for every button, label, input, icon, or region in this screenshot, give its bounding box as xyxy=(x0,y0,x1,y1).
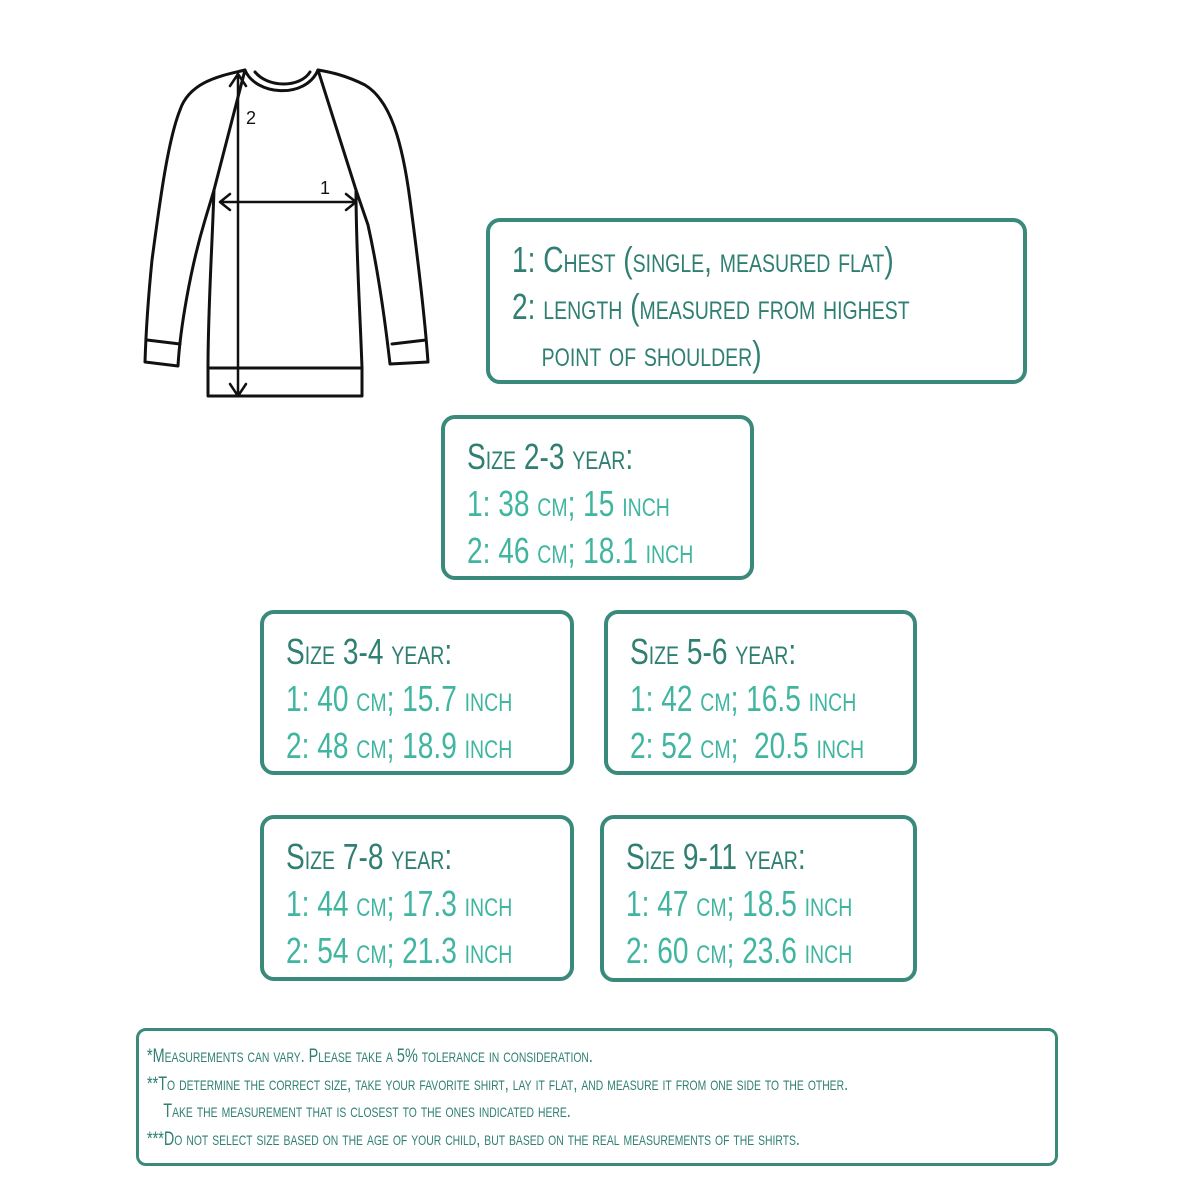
notes-box: *Measurements can vary. Please take a 5%… xyxy=(136,1028,1058,1166)
note-how-to-measure: **To determine the correct size, take yo… xyxy=(147,1072,849,1095)
note-age: ***Do not select size based on the age o… xyxy=(147,1127,800,1150)
size-length: 2: 54 cm; 21.3 inch xyxy=(286,930,513,971)
legend-length: 2: length (measured from highest xyxy=(512,286,910,327)
label-length: 2 xyxy=(246,108,256,128)
size-length: 2: 60 cm; 23.6 inch xyxy=(626,930,853,971)
label-chest: 1 xyxy=(320,178,330,198)
measure-line-chest xyxy=(218,192,358,212)
size-length: 2: 48 cm; 18.9 inch xyxy=(286,725,513,766)
cuffs-hem xyxy=(145,338,428,370)
size-chest: 1: 38 cm; 15 inch xyxy=(467,483,670,524)
size-title: Size 7-8 year: xyxy=(286,836,453,877)
size-chest: 1: 42 cm; 16.5 inch xyxy=(630,678,857,719)
size-chest: 1: 47 cm; 18.5 inch xyxy=(626,883,853,924)
note-how-to-measure-cont: Take the measurement that is closest to … xyxy=(163,1100,571,1122)
shirt-collar xyxy=(243,68,320,93)
size-length: 2: 46 cm; 18.1 inch xyxy=(467,530,694,571)
legend-length-cont: point of shoulder) xyxy=(541,333,762,374)
size-chest: 1: 44 cm; 17.3 inch xyxy=(286,883,513,924)
raglan-seams xyxy=(212,68,358,192)
legend-chest: 1: Chest (single, measured flat) xyxy=(512,239,894,280)
size-title: Size 5-6 year: xyxy=(630,631,797,672)
size-length: 2: 52 cm; 20.5 inch xyxy=(630,725,865,766)
size-title: Size 2-3 year: xyxy=(467,436,634,477)
note-tolerance: *Measurements can vary. Please take a 5%… xyxy=(147,1045,593,1067)
size-card-7-8: Size 7-8 year: 1: 44 cm; 17.3 inch 2: 54 c… xyxy=(260,815,574,981)
size-card-5-6: Size 5-6 year: 1: 42 cm; 16.5 inch 2: 52 c… xyxy=(604,610,917,775)
size-title: Size 9-11 year: xyxy=(626,836,806,877)
shirt-outline xyxy=(143,68,430,398)
size-title: Size 3-4 year: xyxy=(286,631,453,672)
measurement-legend: 1: Chest (single, measured flat) 2: leng… xyxy=(486,218,1027,384)
measure-line-length xyxy=(228,72,248,398)
sweatshirt-diagram: 1 2 xyxy=(143,68,430,398)
size-card-9-11: Size 9-11 year: 1: 47 cm; 18.5 inch 2: 60 … xyxy=(600,815,917,982)
size-card-3-4: Size 3-4 year: 1: 40 cm; 15.7 inch 2: 48 c… xyxy=(260,610,574,775)
size-card-2-3: Size 2-3 year: 1: 38 cm; 15 inch 2: 46 cm;… xyxy=(441,415,754,580)
size-chest: 1: 40 cm; 15.7 inch xyxy=(286,678,513,719)
